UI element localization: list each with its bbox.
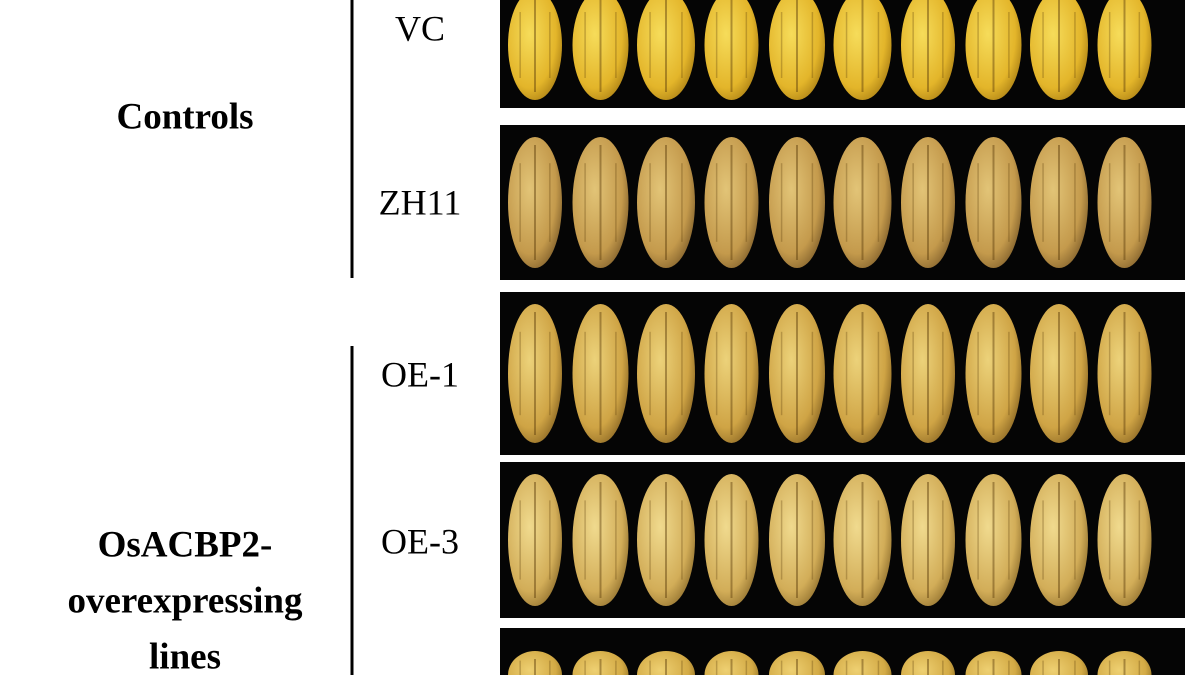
rice-grain <box>508 651 562 680</box>
rice-grain <box>833 0 892 100</box>
rice-grain <box>637 651 695 680</box>
rice-grain <box>901 651 955 680</box>
rice-grain <box>637 304 695 443</box>
rice-grain <box>1097 137 1152 268</box>
rice-grain <box>572 0 629 100</box>
rice-grain <box>965 304 1022 443</box>
row-label: OE-3 <box>381 521 459 561</box>
row-label: VC <box>395 8 445 48</box>
row-label: OE-1 <box>381 354 459 394</box>
rice-grain <box>1097 304 1152 443</box>
rice-grain <box>1030 474 1088 606</box>
rice-grain <box>769 304 825 443</box>
rice-grain <box>704 0 759 100</box>
rice-grain <box>965 137 1022 268</box>
rice-grain <box>704 474 759 606</box>
rice-grain <box>833 474 892 606</box>
rice-grain <box>572 651 629 680</box>
rice-grain <box>965 651 1022 680</box>
rice-grain <box>1030 137 1088 268</box>
group-label: overexpressing <box>67 580 303 621</box>
rice-grain <box>637 0 695 100</box>
rice-grain <box>769 651 825 680</box>
rice-grain <box>833 137 892 268</box>
rice-grain <box>572 474 629 606</box>
rice-grain <box>508 474 562 606</box>
rice-grain <box>769 0 825 100</box>
group-label: Controls <box>116 96 253 137</box>
rice-grain <box>769 474 825 606</box>
rice-grain <box>1030 0 1088 100</box>
rice-grain <box>1097 0 1152 100</box>
rice-grain <box>637 474 695 606</box>
group-label: lines <box>149 636 221 675</box>
rice-grain <box>508 304 562 443</box>
rice-grain <box>572 304 629 443</box>
rice-grain <box>572 137 629 268</box>
rice-grain <box>704 651 759 680</box>
group-label: OsACBP2- <box>98 524 273 565</box>
grain-panels <box>500 0 1185 680</box>
rice-grain <box>901 474 955 606</box>
rice-grain <box>901 0 955 100</box>
rice-grain <box>965 0 1022 100</box>
rice-grain <box>704 137 759 268</box>
rice-grain <box>1097 651 1152 680</box>
rice-grain <box>704 304 759 443</box>
rice-grain <box>508 0 562 100</box>
rice-grain <box>637 137 695 268</box>
rice-grain <box>1030 651 1088 680</box>
rice-grain <box>508 137 562 268</box>
rice-grain <box>1097 474 1152 606</box>
rice-grain <box>833 304 892 443</box>
rice-grain <box>901 137 955 268</box>
rice-grain <box>965 474 1022 606</box>
rice-grain <box>833 651 892 680</box>
rice-grain <box>901 304 955 443</box>
rice-grain <box>769 137 825 268</box>
row-label: ZH11 <box>379 182 462 222</box>
rice-grain <box>1030 304 1088 443</box>
